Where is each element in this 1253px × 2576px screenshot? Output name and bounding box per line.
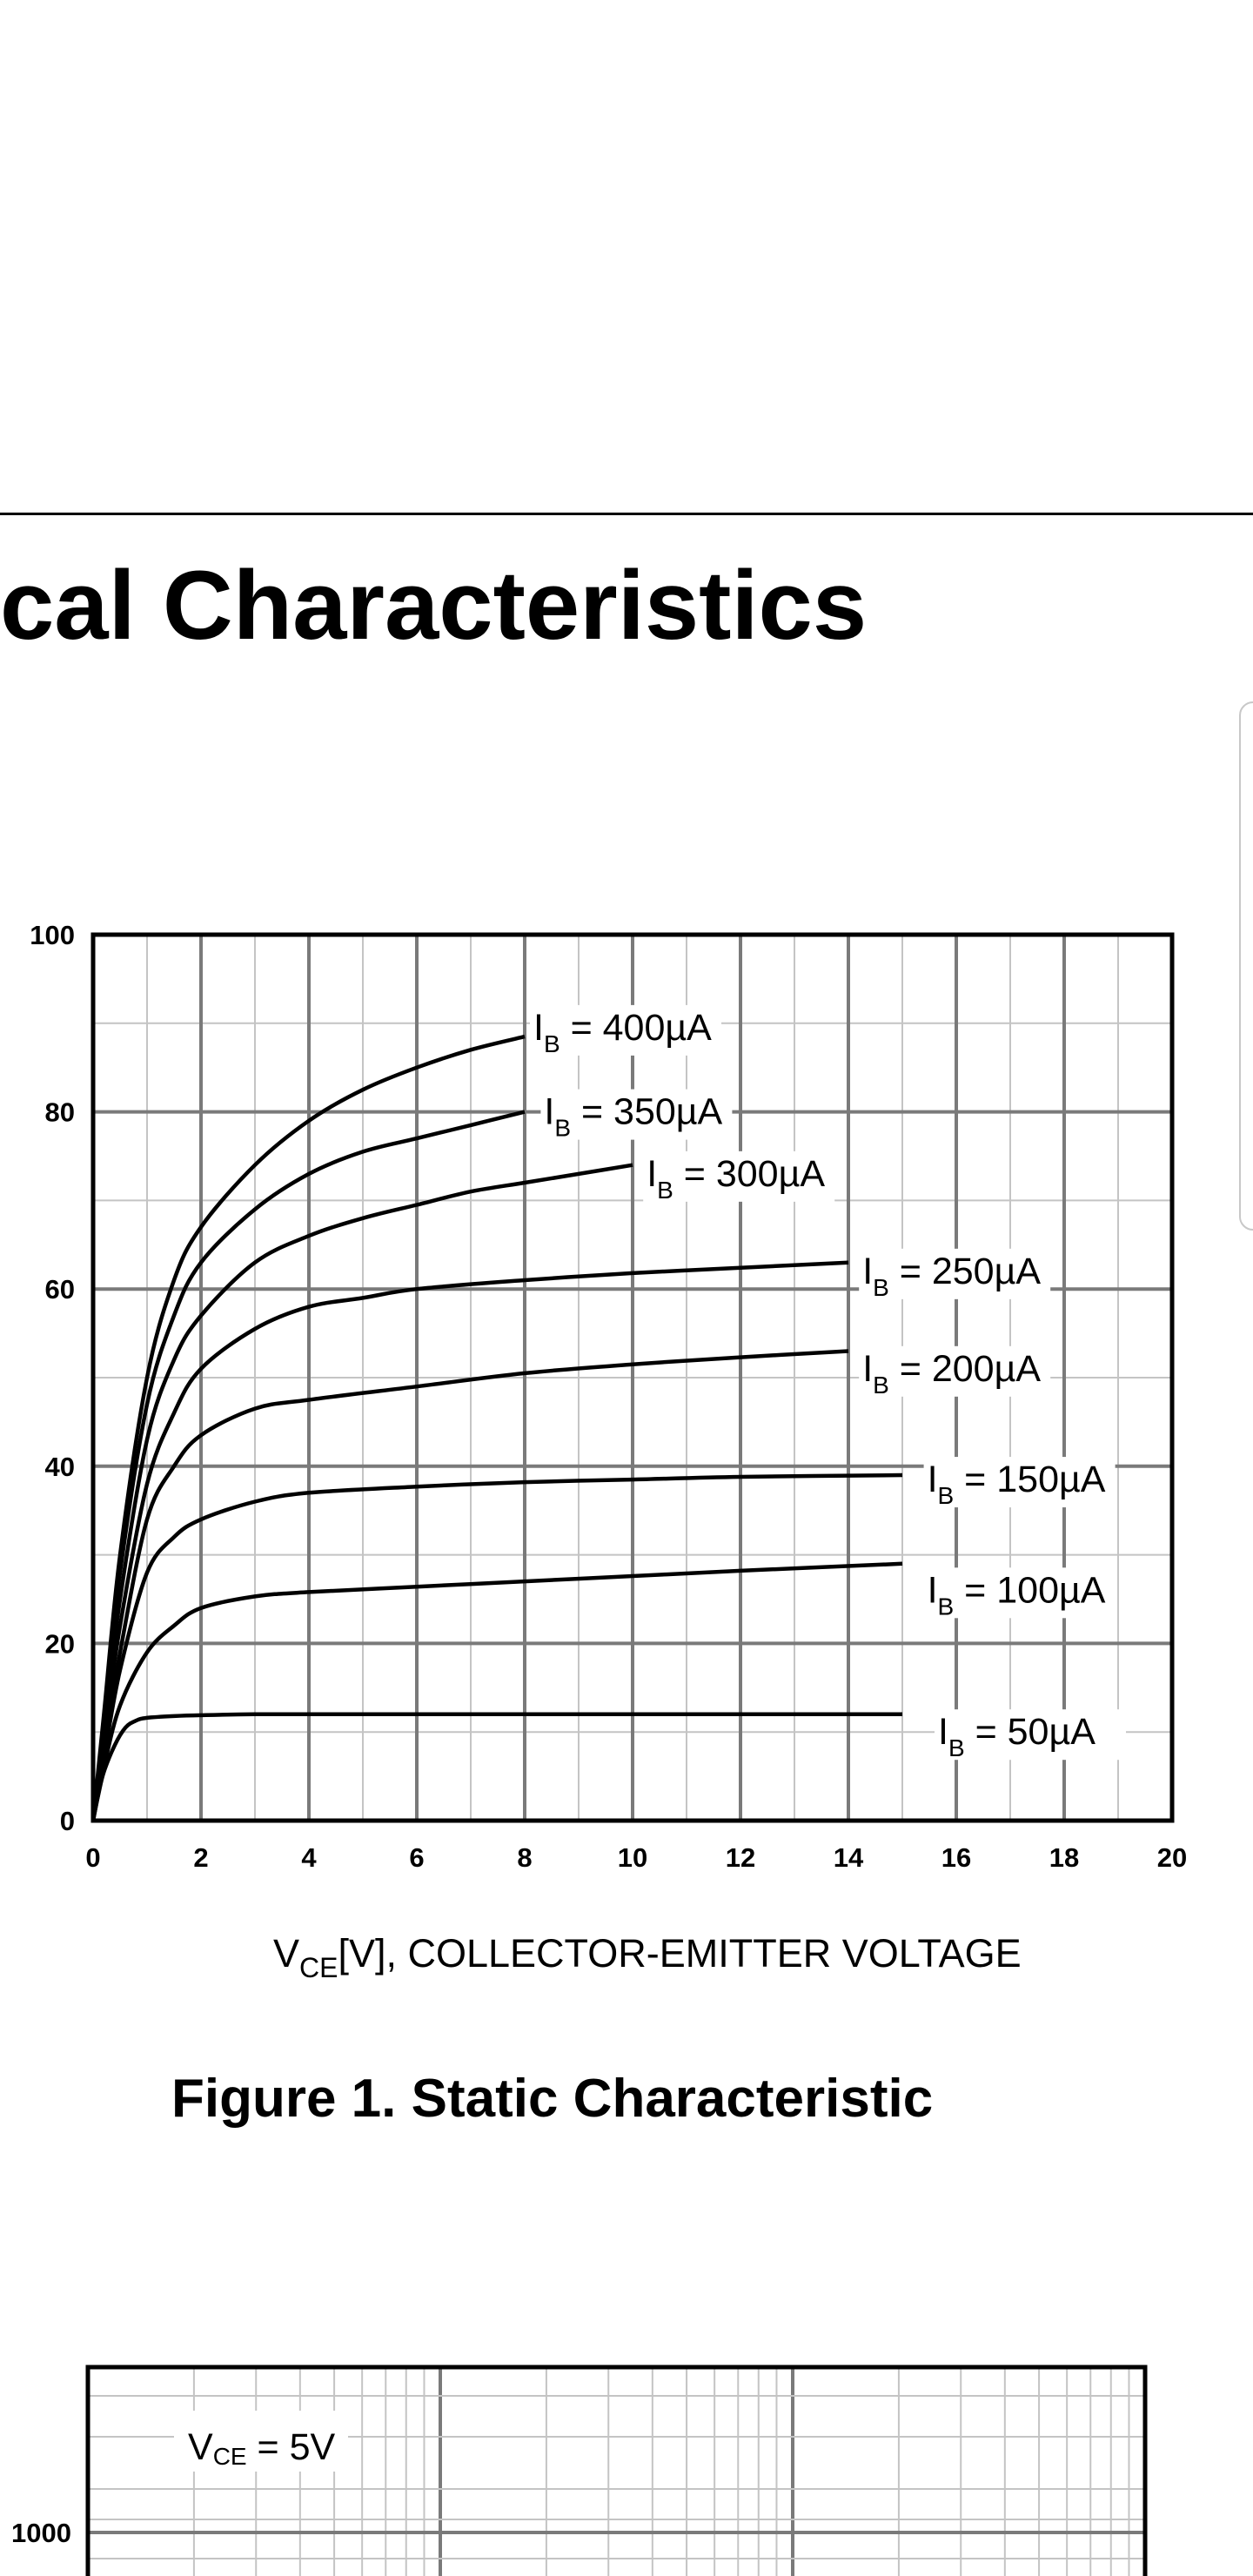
plot-frame <box>90 932 1175 1823</box>
curve-label-background <box>923 1457 1116 1508</box>
x-tick-label: 4 <box>301 1842 317 1873</box>
x-tick-label: 2 <box>193 1842 208 1873</box>
x-tick-label: 20 <box>1157 1842 1187 1873</box>
curve-label-background <box>859 1345 1051 1397</box>
curve-label-background <box>923 1567 1116 1619</box>
x-tick-label: 16 <box>941 1842 971 1873</box>
curve-label-subscript: B <box>554 1115 571 1142</box>
fig2-annotation-background <box>174 2411 348 2472</box>
x-tick-label: 6 <box>409 1842 424 1873</box>
curve-label-value: = 350µA <box>571 1091 723 1133</box>
curve-label-prefix: I <box>862 1251 873 1292</box>
section-title: cal Characteristics <box>0 551 868 660</box>
curve-label-prefix: I <box>533 1007 544 1049</box>
y-tick-label: 80 <box>45 1097 75 1128</box>
y-tick-label: 100 <box>30 920 75 950</box>
fig2-annotation-sub: CE <box>213 2443 247 2470</box>
curve-label-ib-350ua: IB = 350µA <box>544 1091 722 1142</box>
y-tick-label: 40 <box>45 1452 75 1482</box>
x-axis-title-rest: [V], COLLECTOR-EMITTER VOLTAGE <box>338 1931 1021 1976</box>
curve-label-prefix: I <box>938 1711 948 1753</box>
curve-label-ib-400ua: IB = 400µA <box>533 1007 712 1057</box>
curve-label-ib-50ua: IB = 50µA <box>938 1711 1096 1761</box>
curve-label-ib-200ua: IB = 200µA <box>862 1348 1041 1399</box>
y-tick-labels: 0 20 40 60 80 100 <box>30 920 75 1836</box>
page-divider-rule <box>0 513 1253 515</box>
curve-label-background <box>540 1089 733 1140</box>
y-tick-label: 20 <box>45 1628 75 1659</box>
curve-label-prefix: I <box>647 1153 657 1195</box>
x-tick-label: 12 <box>726 1842 755 1873</box>
curve-label-prefix: I <box>928 1459 938 1500</box>
figure-2-partial-chart: VCE = 5V 1000 <box>11 2365 1148 2576</box>
curve-ib-50ua <box>90 1712 902 1821</box>
curve-label-subscript: B <box>873 1274 889 1301</box>
curve-group <box>90 1034 903 1821</box>
curve-ib-100ua <box>90 1561 903 1821</box>
fig2-grid-lines <box>88 2367 1145 2576</box>
y-tick-label: 0 <box>60 1806 75 1836</box>
x-tick-label: 10 <box>618 1842 647 1873</box>
curve-label-value: = 50µA <box>965 1711 1096 1753</box>
curve-label-ib-100ua: IB = 100µA <box>928 1569 1106 1620</box>
x-tick-label: 14 <box>834 1842 864 1873</box>
curve-label-subscript: B <box>938 1593 955 1620</box>
curve-ib-150ua <box>90 1472 903 1821</box>
x-axis-title-main: V <box>273 1931 299 1976</box>
fig2-vce-annotation: VCE = 5V <box>188 2426 336 2470</box>
curve-label-ib-150ua: IB = 150µA <box>928 1459 1106 1509</box>
curve-label-background <box>859 1248 1051 1299</box>
fig2-annotation-main: V <box>188 2426 213 2468</box>
curve-label-prefix: I <box>544 1091 554 1133</box>
x-tick-label: 8 <box>517 1842 532 1873</box>
curve-label-background <box>530 1004 721 1056</box>
x-tick-label: 0 <box>85 1842 100 1873</box>
curve-label-subscript: B <box>657 1177 673 1204</box>
curve-label-value: = 400µA <box>560 1007 713 1049</box>
fig2-y-tick-1000: 1000 <box>11 2518 71 2548</box>
curve-label-subscript: B <box>938 1482 955 1509</box>
curve-label-value: = 100µA <box>954 1569 1106 1611</box>
fig2-frame <box>85 2365 1148 2576</box>
curve-label-value: = 150µA <box>954 1459 1106 1500</box>
curve-label-prefix: I <box>862 1348 873 1390</box>
curve-label-background <box>643 1150 835 1202</box>
figure-caption: Figure 1. Static Characteristic <box>171 2069 933 2129</box>
curve-ib-200ua <box>90 1349 849 1821</box>
curve-label-value: = 200µA <box>889 1348 1042 1390</box>
curve-ib-250ua <box>90 1260 849 1821</box>
x-tick-label: 18 <box>1049 1842 1079 1873</box>
y-tick-label: 60 <box>45 1274 75 1305</box>
curve-label-subscript: B <box>873 1372 889 1399</box>
curve-label-value: = 300µA <box>673 1153 826 1195</box>
curve-ib-350ua <box>90 1110 526 1821</box>
curve-label-value: = 250µA <box>889 1251 1042 1292</box>
curve-label-prefix: I <box>928 1569 938 1611</box>
curve-label-subscript: B <box>544 1030 560 1057</box>
x-axis-title-sub: CE <box>299 1952 338 1983</box>
curve-label-subscript: B <box>948 1734 965 1761</box>
x-tick-labels: 0 2 4 6 8 10 12 14 16 18 20 <box>85 1842 1187 1873</box>
curve-label-background <box>935 1709 1126 1761</box>
curve-label-ib-250ua: IB = 250µA <box>862 1251 1041 1301</box>
x-axis-title: VCE[V], COLLECTOR-EMITTER VOLTAGE <box>273 1931 1022 1983</box>
curve-label-ib-300ua: IB = 300µA <box>647 1153 825 1204</box>
fig2-annotation-rest: = 5V <box>247 2426 336 2468</box>
curve-ib-300ua <box>90 1163 633 1821</box>
